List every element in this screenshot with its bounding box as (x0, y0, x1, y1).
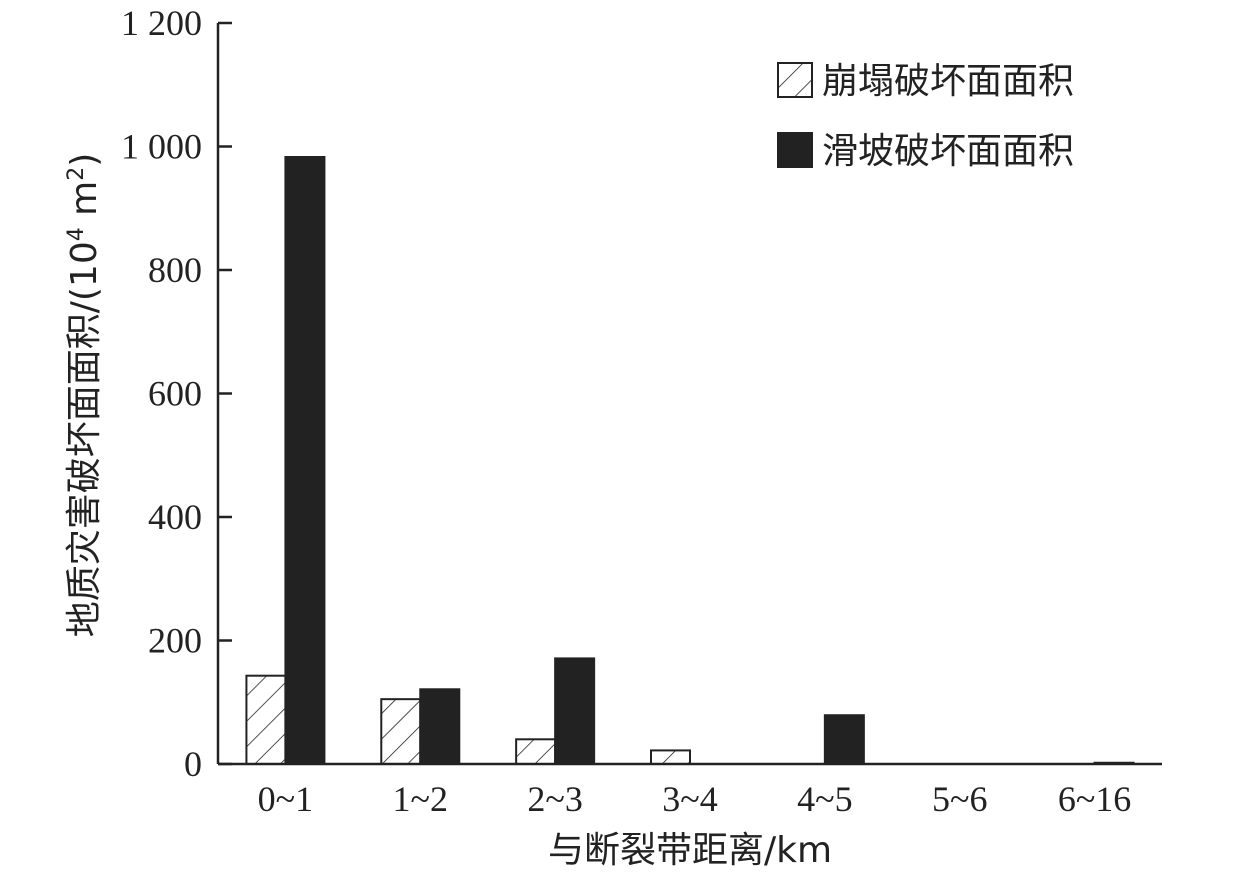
y-ticks-group: 0 200 400 600 800 1 000 1 200 (121, 3, 232, 784)
bar-collapse-0 (245, 674, 287, 766)
legend-label-landslide: 滑坡破坏面面积 (822, 131, 1074, 172)
y-tick-label-0: 0 (184, 744, 202, 784)
bar-collapse-3 (650, 749, 691, 765)
bar-landslide-0 (284, 155, 326, 765)
x-tick-label-5: 5~6 (932, 779, 987, 819)
legend-swatch-solid (777, 132, 813, 168)
x-tick-label-0: 0~1 (258, 779, 313, 819)
y-axis-title-end: ) (64, 153, 105, 167)
x-tick-label-4: 4~5 (797, 779, 852, 819)
x-tick-label-1: 1~2 (393, 779, 448, 819)
x-axis-title: 与断裂带距离/km (548, 830, 832, 871)
x-tick-label-3: 3~4 (662, 779, 717, 819)
y-axis-title: 地质灾害破坏面面积/(104 m2) (64, 153, 105, 638)
bar-collapse-1 (380, 698, 422, 765)
y-tick-label-4: 800 (148, 250, 202, 290)
x-tick-label-6: 6~16 (1058, 779, 1131, 819)
bar-landslide-1 (419, 688, 461, 765)
x-tick-label-2: 2~3 (527, 779, 582, 819)
legend-label-collapse: 崩塌破坏面面积 (822, 61, 1074, 102)
y-tick-label-1: 200 (148, 621, 202, 661)
legend: 崩塌破坏面面积 滑坡破坏面面积 (777, 61, 1074, 172)
bar-landslide-4 (823, 714, 865, 766)
x-ticks-group: 0~1 1~2 2~3 3~4 4~5 5~6 6~16 (258, 779, 1132, 819)
y-axis-title-main: 地质灾害破坏面面积/(10 (64, 241, 105, 637)
legend-swatch-hatched (777, 62, 813, 98)
bars-group (245, 155, 1135, 766)
y-axis-title-mid: m (64, 181, 105, 228)
bar-landslide-2 (554, 657, 596, 765)
y-tick-label-3: 600 (148, 374, 202, 414)
y-axis-title-sup: 4 (64, 227, 89, 241)
y-tick-label-5: 1 000 (121, 127, 202, 167)
y-tick-label-6: 1 200 (121, 3, 202, 43)
y-tick-label-2: 400 (148, 497, 202, 537)
bar-collapse-2 (515, 738, 557, 765)
y-axis-title-sup2: 2 (64, 167, 89, 181)
